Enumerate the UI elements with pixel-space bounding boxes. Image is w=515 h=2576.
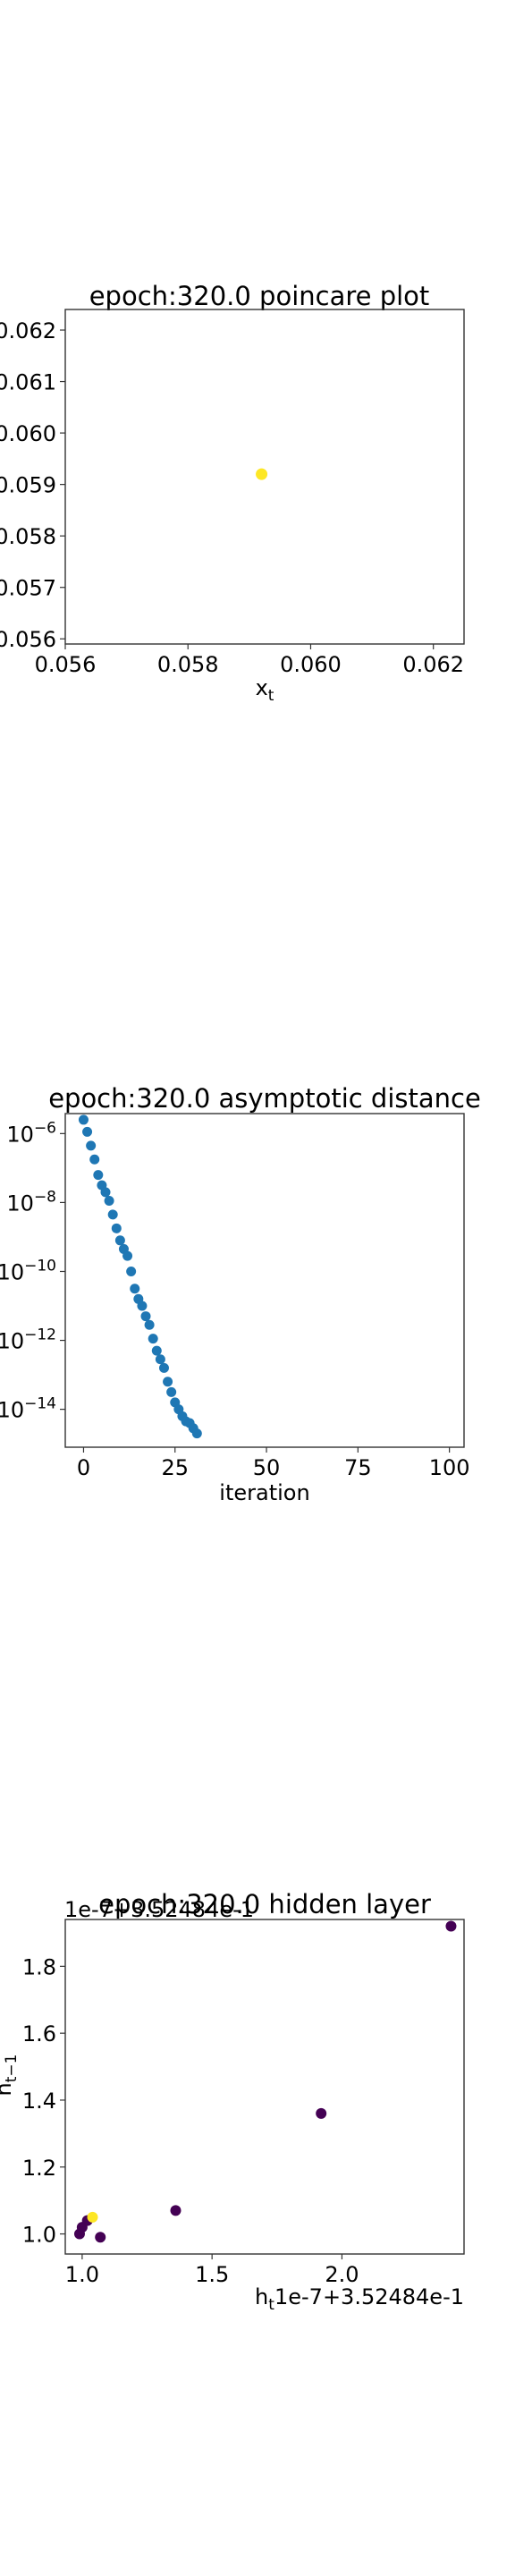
y-axis-label: ht−1 — [0, 2055, 21, 2097]
y-tick-label: 1.0 — [22, 2223, 56, 2248]
x-tick-label: 0.056 — [35, 652, 97, 677]
data-point — [151, 1345, 162, 1356]
data-point — [107, 1209, 118, 1220]
data-point — [163, 1377, 173, 1387]
plot-area — [64, 1919, 465, 2255]
x-tick-label: 0.062 — [402, 652, 464, 677]
x-tick-label: 1.5 — [195, 2262, 229, 2287]
chart-title: epoch:320.0 poincare plot — [89, 281, 430, 311]
y-tick-label: 1.2 — [22, 2156, 56, 2181]
data-point — [256, 468, 268, 480]
y-tick-label: 0.056 — [0, 627, 56, 652]
y-tick-label: 0.060 — [0, 421, 56, 446]
data-point — [122, 1250, 133, 1261]
data-point — [445, 1920, 457, 1932]
data-point — [126, 1266, 137, 1276]
data-point — [130, 1284, 140, 1294]
data-point — [144, 1319, 155, 1330]
data-point — [170, 2205, 182, 2216]
data-point — [100, 1187, 111, 1198]
data-point — [82, 1126, 93, 1137]
y-tick-label: 0.059 — [0, 473, 56, 498]
y-tick-label: 10−6 — [6, 1119, 56, 1147]
x-tick-label: 0.060 — [280, 652, 342, 677]
y-tick-label: 1.6 — [22, 2021, 56, 2046]
y-tick-label: 0.058 — [0, 524, 56, 549]
data-point — [87, 2211, 98, 2223]
y-tick-label: 10−14 — [0, 1395, 56, 1423]
y-tick-label: 10−10 — [0, 1257, 56, 1284]
y-tick-label: 0.062 — [0, 318, 56, 343]
data-point — [86, 1140, 97, 1151]
data-point — [148, 1334, 158, 1344]
x-tick-label: 1.0 — [65, 2262, 99, 2287]
hidden-layer-plot: epoch:320.0 hidden layer 1e-7+3.52484e-1… — [0, 1889, 465, 2314]
x-offset-text: 1e-7+3.52484e-1 — [274, 2284, 464, 2309]
y-tick-label: 0.057 — [0, 576, 56, 601]
x-tick-label: 100 — [429, 1455, 470, 1480]
data-point — [78, 1114, 89, 1125]
y-tick-label: 10−8 — [6, 1188, 56, 1216]
data-point — [95, 2232, 106, 2243]
x-tick-label: 0 — [77, 1455, 90, 1480]
y-tick-label: 0.061 — [0, 370, 56, 395]
chart-title: epoch:320.0 asymptotic distance — [48, 1083, 481, 1114]
chart-title: epoch:320.0 hidden layer — [98, 1889, 431, 1919]
plot-area — [64, 309, 465, 645]
asymptotic-distance-plot: epoch:320.0 asymptotic distance iteratio… — [0, 1083, 481, 1505]
x-tick-label: 25 — [161, 1455, 189, 1480]
y-tick-label: 1.4 — [22, 2089, 56, 2114]
data-point — [166, 1386, 177, 1397]
poincare-plot: epoch:320.0 poincare plot xt 0.056 0.058 0… — [0, 281, 465, 705]
x-axis-label: ht — [255, 2284, 274, 2314]
x-tick-label: 50 — [253, 1455, 281, 1480]
y-tick-label: 10−12 — [0, 1326, 56, 1354]
data-point — [93, 1170, 104, 1181]
plot-area — [64, 1113, 465, 1448]
data-point — [137, 1301, 148, 1311]
data-point — [191, 1428, 202, 1439]
x-axis-label: iteration — [219, 1480, 309, 1505]
data-point — [104, 1195, 114, 1206]
data-point — [114, 1235, 125, 1246]
data-point — [111, 1223, 122, 1233]
data-point — [158, 1362, 169, 1373]
x-tick-label: 2.0 — [325, 2262, 359, 2287]
y-offset-text: 1e-7+3.52484e-1 — [64, 1897, 254, 1922]
x-tick-label: 0.058 — [157, 652, 219, 677]
data-point — [316, 2107, 327, 2119]
data-point — [140, 1311, 151, 1322]
data-point — [89, 1154, 100, 1165]
data-point — [155, 1354, 165, 1365]
x-tick-label: 75 — [344, 1455, 372, 1480]
x-axis-label: xt — [256, 675, 274, 705]
y-tick-label: 1.8 — [22, 1954, 56, 1979]
